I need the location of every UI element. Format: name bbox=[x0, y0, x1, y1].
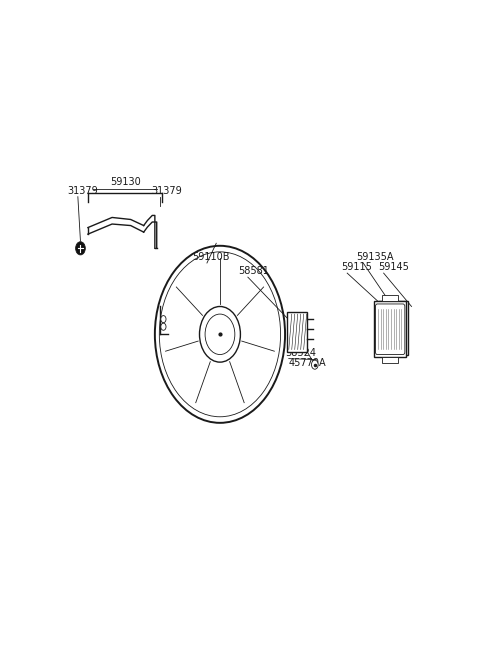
Circle shape bbox=[200, 306, 240, 362]
Circle shape bbox=[161, 323, 166, 330]
Text: 58581: 58581 bbox=[239, 266, 269, 276]
Text: 59135A: 59135A bbox=[356, 252, 393, 262]
Bar bbox=[374, 302, 406, 357]
Bar bbox=[382, 296, 398, 302]
Text: 59130: 59130 bbox=[110, 177, 141, 187]
Bar bbox=[378, 302, 408, 355]
Text: 59115: 59115 bbox=[341, 262, 372, 272]
Circle shape bbox=[161, 315, 166, 323]
Text: 58524: 58524 bbox=[285, 348, 316, 358]
Text: 45779A: 45779A bbox=[289, 358, 326, 368]
Bar bbox=[287, 311, 307, 352]
Circle shape bbox=[155, 246, 285, 423]
Bar bbox=[382, 357, 398, 363]
Circle shape bbox=[312, 360, 318, 369]
Text: 31379: 31379 bbox=[151, 186, 182, 196]
Text: 59145: 59145 bbox=[378, 262, 409, 272]
Circle shape bbox=[76, 242, 85, 255]
Text: 31379: 31379 bbox=[67, 186, 98, 196]
Text: 59110B: 59110B bbox=[192, 252, 229, 262]
